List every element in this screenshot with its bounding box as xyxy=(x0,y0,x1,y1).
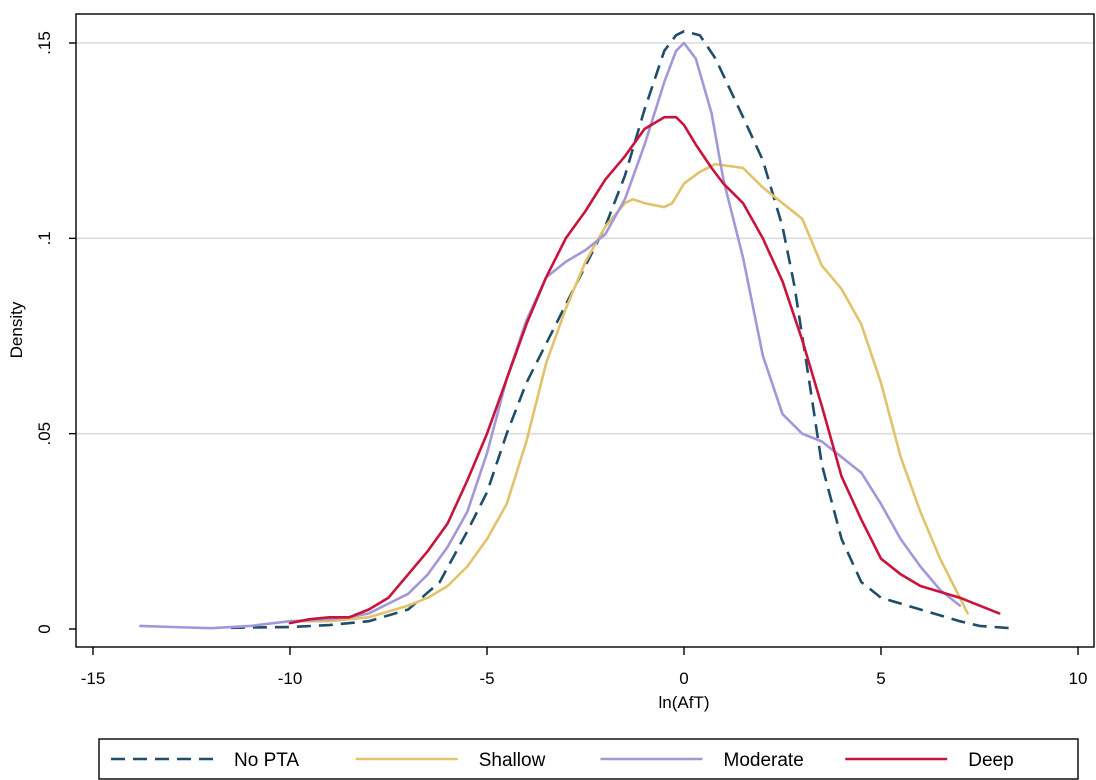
series-line-shallow xyxy=(288,162,969,623)
x-tick-label: -15 xyxy=(81,669,106,688)
x-tick-label: -10 xyxy=(278,669,303,688)
legend-label: No PTA xyxy=(234,750,299,771)
series-lines xyxy=(139,30,1012,630)
x-tick-label: -5 xyxy=(479,669,494,688)
legend: No PTA Shallow Moderate Deep xyxy=(98,738,1079,780)
x-tick-label: 5 xyxy=(876,669,885,688)
axes: 0 .05 .1 .15 -15 -10 -5 0 5 10 xyxy=(35,13,1095,688)
series-line-no-pta xyxy=(230,30,1012,630)
legend-label: Shallow xyxy=(479,750,546,771)
legend-label: Moderate xyxy=(724,750,804,771)
y-tick-label: .1 xyxy=(35,231,54,245)
gridlines xyxy=(76,42,1094,435)
y-tick-label: .05 xyxy=(35,422,54,446)
y-tick-label: .15 xyxy=(35,31,54,55)
plot-frame xyxy=(75,13,1095,648)
x-tick-label: 0 xyxy=(679,669,688,688)
series-line-deep xyxy=(288,115,1001,625)
legend-label: Deep xyxy=(968,750,1013,771)
x-axis-title: ln(AfT) xyxy=(659,693,710,712)
y-tick-label: 0 xyxy=(35,624,54,633)
y-axis-title: Density xyxy=(7,301,26,358)
x-tick-label: 10 xyxy=(1069,669,1088,688)
